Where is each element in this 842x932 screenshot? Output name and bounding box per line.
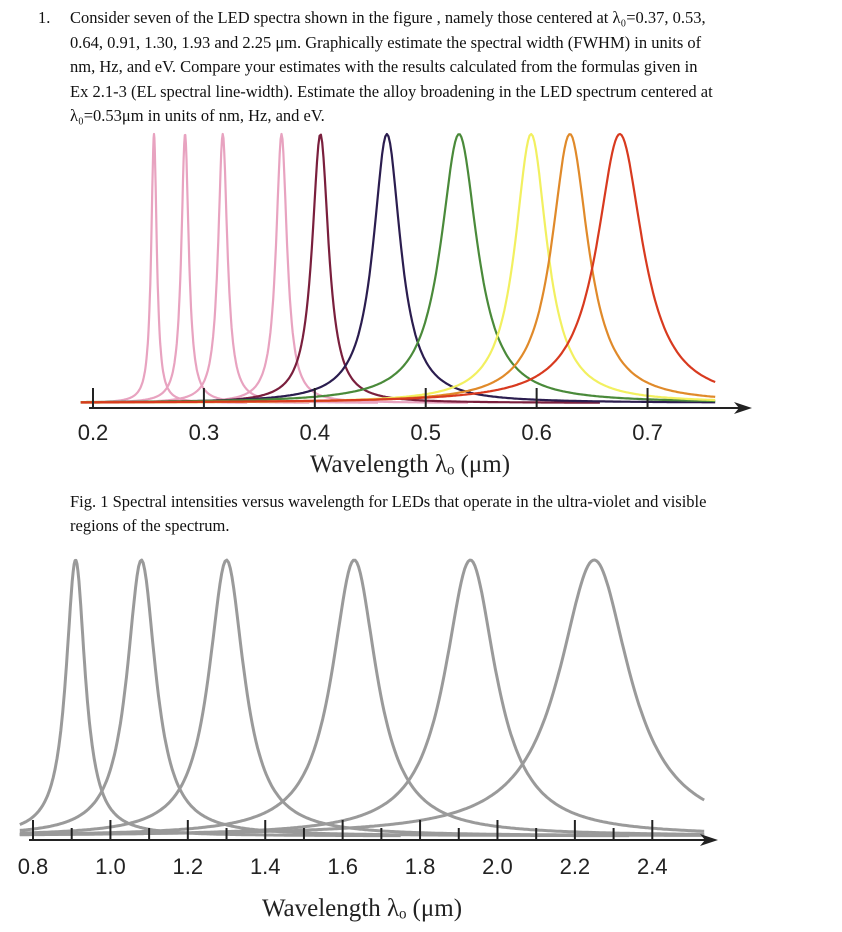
problem-line: nm, Hz, and eV. Compare your estimates w… [70,57,698,76]
problem-line: λ₀=0.53μm in units of nm, Hz, and eV. [70,106,325,125]
problem-statement: 1. Consider seven of the LED spectra sho… [38,6,808,129]
spectrum-curve [19,558,705,837]
caption-line: Fig. 1 Spectral intensities versus wavel… [70,492,707,511]
x-tick-label: 0.6 [521,420,552,445]
x-axis-title: Wavelength λₒ (μm) [310,451,510,478]
x-tick-label: 1.0 [95,854,126,879]
x-tick-label: 2.2 [560,854,591,879]
caption-line: regions of the spectrum. [70,516,230,535]
spectrum-curve [19,558,705,836]
x-tick-label: 2.4 [637,854,668,879]
problem-line: 0.64, 0.91, 1.30, 1.93 and 2.25 μm. Grap… [70,32,702,52]
problem-line: Consider seven of the LED spectra shown … [70,8,706,27]
x-tick-label: 2.0 [482,854,513,879]
x-tick-label: 1.4 [250,854,281,879]
x-tick-label: 1.6 [327,854,358,879]
x-tick-label: 1.8 [405,854,436,879]
x-tick-label: 0.7 [632,420,663,445]
x-tick-label: 0.5 [410,420,441,445]
spectrum-curve [19,558,705,837]
uv-visible-led-spectra-chart: 0.2 0.3 0.4 0.5 0.6 0.7 Wavelength λₒ (μm) [78,132,752,478]
spectrum-curve [80,133,716,404]
x-tick-label: 0.8 [18,854,49,879]
spectrum-curve [19,558,630,838]
spectrum-curve [80,132,248,404]
figure-caption: Fig. 1 Spectral intensities versus wavel… [70,490,790,538]
x-axis-arrow [700,834,718,846]
spectrum-curve [80,132,379,404]
problem-number: 1. [38,8,51,27]
problem-text: Consider seven of the LED spectra shown … [70,6,808,129]
infrared-led-spectra-chart: 0.8 1.0 1.2 1.4 1.6 1.8 2.0 2.2 2.4 Wavelength λₒ… [18,558,718,922]
x-axis-arrow [734,402,752,414]
x-axis-title: Wavelength λₒ (μm) [262,895,462,922]
x-tick-label: 1.2 [173,854,204,879]
spectrum-curve [80,132,716,404]
x-tick-label: 0.2 [78,420,109,445]
spectrum-curve [19,558,705,836]
problem-line: Ex 2.1-3 (EL spectral line-width). Estim… [70,81,713,101]
spectrum-curve [80,132,716,404]
spectrum-curve [80,132,716,404]
x-tick-label: 0.4 [300,420,331,445]
spectrum-curve [80,133,716,404]
x-tick-label: 0.3 [189,420,220,445]
